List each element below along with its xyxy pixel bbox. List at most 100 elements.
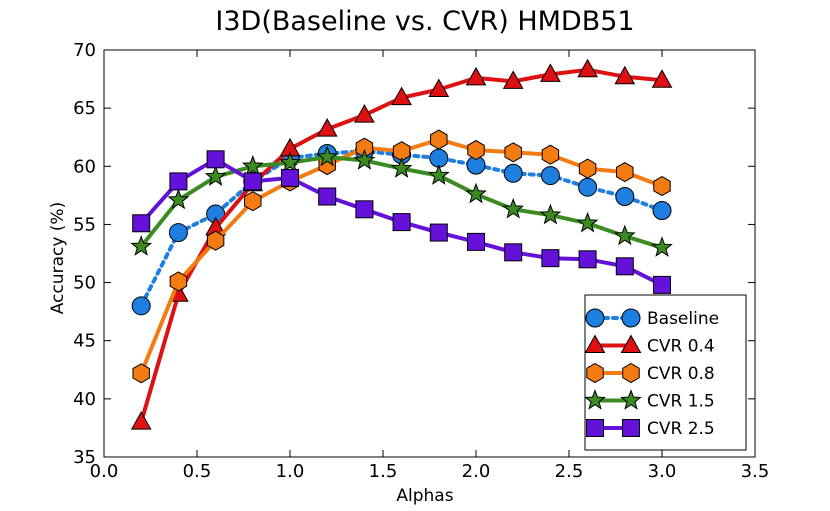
legend-label: CVR 2.5 [647, 419, 715, 439]
legend-item: CVR 2.5 [586, 419, 715, 439]
data-point [206, 150, 225, 169]
data-point [577, 58, 598, 78]
data-point [241, 154, 264, 176]
data-point [132, 214, 151, 233]
legend-marker [584, 334, 606, 353]
data-point [355, 200, 374, 219]
series-cvr-1-5 [130, 145, 673, 257]
legend-item: CVR 0.8 [586, 362, 715, 384]
legend-marker [584, 389, 606, 410]
data-point [244, 191, 262, 212]
data-point [429, 223, 448, 242]
data-point [206, 230, 225, 251]
data-point [353, 149, 376, 170]
data-point [541, 249, 560, 268]
data-point [578, 158, 597, 179]
data-point [130, 411, 152, 430]
data-point [541, 144, 560, 165]
axis-ticks: 0.0 0.5 1.0 1.5 2.0 2.5 3.0 3.5 35 40 45 50 55 60 65 70 [73, 40, 769, 482]
data-point [652, 200, 672, 220]
data-point [428, 78, 450, 98]
data-point [131, 296, 151, 316]
y-tick-label: 60 [73, 156, 96, 177]
y-tick-label: 45 [73, 331, 96, 352]
data-point [653, 275, 671, 294]
data-point [465, 182, 487, 204]
legend-item: CVR 0.4 [584, 334, 715, 357]
legend-marker [620, 389, 642, 410]
data-point [130, 235, 153, 256]
x-tick-label: 0.5 [183, 461, 212, 482]
x-tick-label: 3.0 [648, 461, 677, 482]
x-tick-label: 2.5 [555, 461, 584, 482]
data-point [465, 66, 487, 86]
data-point [502, 70, 524, 89]
data-point [132, 363, 150, 384]
chart-title: I3D(Baseline vs. CVR) HMDB51 [215, 6, 634, 37]
y-tick-label: 55 [73, 214, 96, 235]
data-point [204, 165, 227, 186]
data-point [318, 187, 337, 206]
x-tick-label: 0.0 [90, 461, 119, 482]
y-tick-label: 50 [73, 273, 96, 294]
data-point [427, 164, 450, 185]
x-tick-label: 3.5 [741, 461, 770, 482]
legend-item: CVR 1.5 [584, 389, 715, 412]
legend-label: CVR 0.8 [647, 364, 715, 384]
data-point [615, 257, 634, 276]
data-point [651, 69, 673, 88]
x-tick-label: 2.0 [462, 461, 491, 482]
data-point [616, 162, 634, 183]
data-point [279, 151, 301, 173]
data-point [169, 172, 188, 191]
x-tick-label: 1.5 [369, 461, 398, 482]
data-point [316, 145, 339, 167]
data-point [504, 243, 523, 262]
data-point [167, 188, 190, 210]
data-point [613, 224, 636, 246]
legend-marker [620, 334, 642, 353]
legend-marker [585, 308, 605, 328]
data-point [615, 187, 635, 207]
data-point [540, 63, 561, 82]
data-point [316, 118, 338, 137]
data-point [540, 166, 560, 186]
y-tick-label: 40 [73, 389, 96, 410]
data-point [578, 177, 598, 197]
data-point [243, 172, 262, 191]
legend-item: Baseline [585, 308, 719, 329]
x-tick-label: 1.0 [276, 461, 305, 482]
data-point [576, 211, 599, 233]
legend-marker [586, 419, 604, 437]
data-point [169, 271, 188, 292]
legend-label: Baseline [647, 309, 719, 329]
data-point [392, 213, 411, 232]
data-point [503, 163, 523, 183]
data-point [354, 104, 375, 123]
series-layer [130, 58, 673, 430]
data-point [578, 250, 597, 269]
data-point [651, 236, 673, 257]
data-point [539, 203, 562, 225]
legend-marker [586, 362, 604, 384]
legend-marker [622, 362, 640, 384]
data-point [467, 232, 485, 251]
y-axis-label: Accuracy (%) [48, 202, 68, 314]
y-tick-label: 65 [73, 98, 96, 119]
y-tick-label: 35 [73, 447, 96, 468]
data-point [653, 175, 671, 197]
series-cvr-2-5 [132, 150, 671, 294]
data-point [168, 223, 188, 243]
y-tick-label: 70 [73, 40, 96, 61]
x-axis-label: Alphas [396, 486, 453, 506]
data-point [390, 157, 413, 178]
data-point [467, 139, 485, 161]
data-point [502, 197, 525, 219]
legend-marker [622, 419, 640, 437]
legend-label: CVR 1.5 [647, 392, 715, 412]
data-point [391, 86, 412, 106]
legend: Baseline CVR 0.4 CVR 0.8 CVR 1.5 CVR 2.5 [584, 294, 747, 451]
data-point [504, 142, 522, 163]
data-point [430, 129, 448, 150]
